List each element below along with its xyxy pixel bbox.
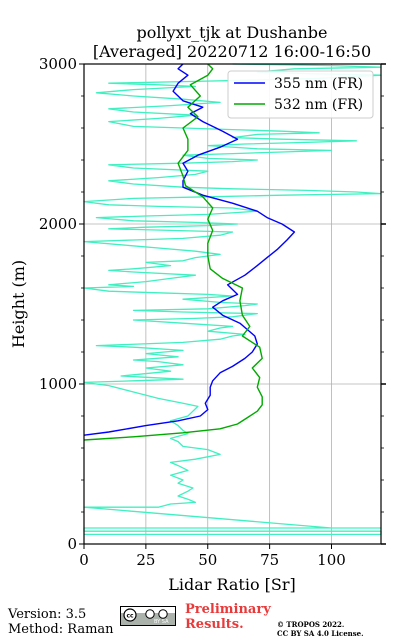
x-tick-label: 25: [136, 551, 155, 569]
preliminary-results-note: Preliminary Results.: [185, 602, 271, 632]
legend: 355 nm (FR) 532 nm (FR): [227, 70, 374, 119]
y-tick-label: 2000: [39, 215, 77, 233]
y-axis-label: Height (m): [9, 260, 28, 348]
legend-label-532: 532 nm (FR): [274, 97, 363, 113]
copyright-note: © TROPOS 2022. CC BY SA 4.0 License.: [277, 620, 364, 638]
svg-text:cc: cc: [126, 613, 134, 620]
copyright-line2: CC BY SA 4.0 License.: [277, 629, 364, 638]
chart-title-line1: pollyxt_tjk at Dushanbe: [136, 23, 327, 42]
legend-label-355: 355 nm (FR): [274, 76, 363, 92]
plot-frame: [83, 63, 382, 545]
y-tick-label: 3000: [39, 55, 77, 73]
y-tick-label: 1000: [39, 375, 77, 393]
method-text: Method: Raman: [8, 622, 114, 637]
x-tick-label: 0: [79, 551, 89, 569]
chart-title-line2: [Averaged] 20220712 16:00-16:50: [93, 42, 371, 61]
x-tick-label: 75: [260, 551, 279, 569]
preliminary-line2: Results.: [185, 617, 244, 632]
series-line-unlabeled: [83, 63, 382, 536]
cc-license-badge: cc BY SA: [120, 606, 176, 626]
cc-license-badge-text: BY SA: [154, 619, 169, 625]
version-text: Version: 3.5: [8, 607, 87, 622]
x-tick-label: 100: [317, 551, 346, 569]
y-tick-label: 0: [67, 535, 77, 553]
series-line-355nm: [83, 63, 296, 436]
x-tick-label: 50: [198, 551, 217, 569]
x-axis-label: Lidar Ratio [Sr]: [168, 575, 296, 594]
preliminary-line1: Preliminary: [185, 602, 271, 617]
series-layer: [83, 63, 382, 536]
series-line-532nm: [83, 63, 263, 441]
lidar-ratio-chart: pollyxt_tjk at Dushanbe [Averaged] 20220…: [9, 23, 386, 594]
copyright-line1: © TROPOS 2022.: [277, 620, 345, 629]
